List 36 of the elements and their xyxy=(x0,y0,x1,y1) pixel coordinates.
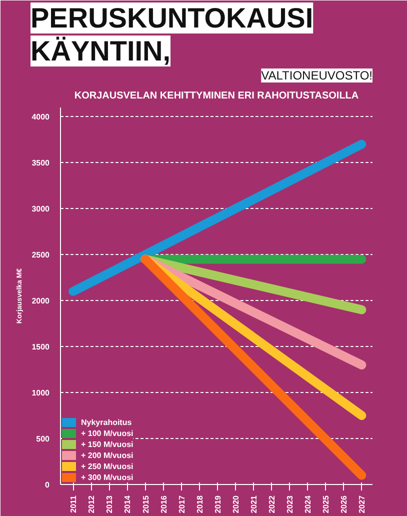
x-tick-label: 2022 xyxy=(268,494,277,514)
x-tick-label: 2023 xyxy=(286,494,295,514)
x-tick-label: 2014 xyxy=(123,494,132,514)
x-tick-label: 2024 xyxy=(304,494,313,514)
x-tick-label: 2012 xyxy=(87,494,96,514)
legend-label: + 100 M/vuosi xyxy=(81,428,134,438)
legend-label: + 300 M/vuosi xyxy=(81,472,134,482)
y-tick-label: 1000 xyxy=(32,388,50,398)
x-tick-label: 2027 xyxy=(358,494,367,514)
x-tick-label: 2013 xyxy=(105,494,114,514)
x-tick-label: 2018 xyxy=(195,494,204,514)
x-tick-label: 2019 xyxy=(213,494,222,514)
legend-label: + 200 M/vuosi xyxy=(81,450,134,460)
y-tick-label: 3000 xyxy=(32,204,50,214)
y-tick-label: 2000 xyxy=(32,296,50,306)
legend-label: Nykyrahoitus xyxy=(81,417,132,427)
text: VALTIONEUVOSTO! xyxy=(261,68,372,82)
y-tick-label: 1500 xyxy=(32,342,50,352)
legend-label: + 150 M/vuosi xyxy=(81,439,134,449)
text: KÄYNTIIN, xyxy=(30,36,170,66)
x-tick-label: 2021 xyxy=(249,494,258,514)
x-tick-label: 2020 xyxy=(231,494,240,514)
x-tick-label: 2011 xyxy=(69,494,78,513)
y-tick-label: 3500 xyxy=(32,158,50,168)
legend-label: + 250 M/vuosi xyxy=(81,461,134,471)
y-tick-label: 500 xyxy=(36,434,50,444)
x-tick-label: 2025 xyxy=(322,494,331,514)
x-tick-label: 2017 xyxy=(177,494,186,514)
x-tick-label: 2026 xyxy=(340,494,349,514)
text: PERUSKUNTOKAUSI xyxy=(30,2,314,34)
y-tick-label: 4000 xyxy=(32,112,50,122)
y-tick-label: 0 xyxy=(45,480,50,490)
x-tick-label: 2015 xyxy=(141,494,150,514)
y-tick-label: 2500 xyxy=(32,250,50,260)
chart-title: KORJAUSVELAN KEHITTYMINEN ERI RAHOITUSTASOILLA xyxy=(74,90,359,102)
x-tick-label: 2016 xyxy=(159,494,168,514)
